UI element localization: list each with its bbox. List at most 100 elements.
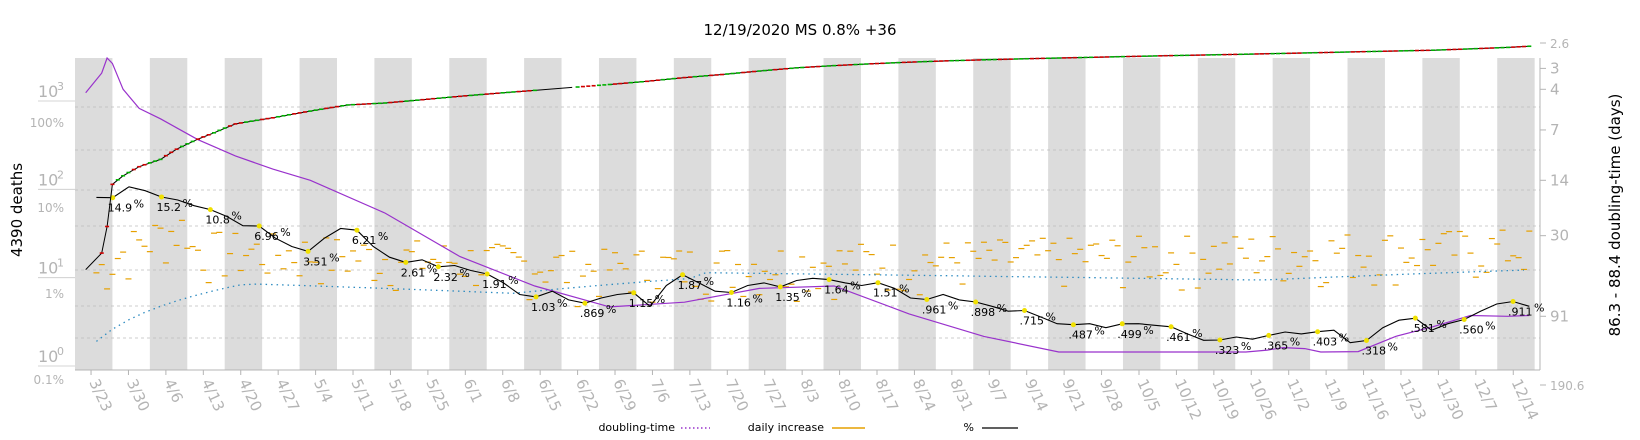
- x-tick-label: 5/25: [422, 376, 453, 414]
- x-tick-label: 8/17: [871, 376, 902, 414]
- percent-sign: %: [231, 210, 241, 223]
- legend-daily-label: daily increase: [748, 421, 824, 434]
- legend-percent-label: %: [964, 421, 974, 434]
- percent-sign: %: [704, 275, 714, 288]
- percent-label: 1.87: [678, 279, 703, 292]
- x-tick-label: 10/12: [1171, 376, 1206, 423]
- percent-marker: [973, 299, 979, 305]
- y-left-tick-exponent: 0: [57, 345, 64, 358]
- percent-series: 14.9% 15.2 %10.8 %6.96 %3.51 %6.21 %2.61 %2.32%…: [96, 186, 1544, 358]
- percent-label: .323: [1215, 344, 1240, 357]
- percent-sign: %: [134, 198, 144, 211]
- percent-sign: %: [1485, 320, 1495, 333]
- percent-label: 6.21: [352, 234, 377, 247]
- percent-label: 1.64: [824, 284, 849, 297]
- percent-sign: %: [183, 197, 193, 210]
- percent-label: .869: [580, 307, 605, 320]
- percent-sign: %: [1241, 340, 1251, 353]
- x-tick-label: 7/6: [647, 376, 674, 405]
- percent-marker: [435, 264, 441, 270]
- percent-sign: %: [329, 251, 339, 264]
- y-left-tick-label: 10: [38, 259, 58, 278]
- percent-label: 2.61: [401, 266, 426, 279]
- y-right-tick-label: 91: [1550, 307, 1569, 325]
- week-band: [299, 58, 337, 370]
- percent-sign: %: [655, 293, 665, 306]
- week-band: [224, 58, 263, 370]
- plot-background: [75, 58, 1540, 370]
- percent-label: .318: [1361, 345, 1386, 358]
- percent-sign: %: [280, 226, 290, 239]
- x-tick-label: 10/19: [1208, 376, 1243, 423]
- week-band: [898, 58, 936, 370]
- percent-marker: [728, 289, 734, 295]
- percent-sign: %: [1387, 341, 1397, 354]
- legend-doubling-label: doubling-time: [598, 421, 675, 434]
- x-tick-label: 3/23: [85, 376, 116, 414]
- percent-marker: [1510, 298, 1516, 304]
- x-tick-label: 11/2: [1283, 376, 1314, 414]
- week-band: [1497, 58, 1535, 370]
- percent-marker: [533, 294, 539, 300]
- percent-label: 1.03: [531, 301, 556, 314]
- x-tick-label: 12/14: [1508, 376, 1543, 423]
- percent-marker: [256, 223, 262, 229]
- week-band: [449, 58, 487, 370]
- x-tick-label: 6/29: [609, 376, 640, 414]
- percent-marker: [1168, 324, 1174, 330]
- x-tick-label: 11/30: [1433, 376, 1468, 423]
- percent-marker: [582, 300, 588, 306]
- x-tick-label: 5/11: [347, 376, 378, 414]
- percent-label: 1.51: [873, 287, 898, 300]
- percent-marker: [159, 194, 165, 200]
- grid-lines: [75, 106, 1540, 339]
- percent-sign: %: [427, 262, 437, 275]
- percent-label: .403: [1313, 336, 1338, 349]
- x-tick-label: 4/13: [198, 376, 229, 414]
- percent-label: 6.96: [254, 230, 278, 243]
- percent-marker: [110, 195, 116, 201]
- x-tick-label: 4/6: [160, 376, 187, 405]
- y-right-tick-label: 30: [1550, 227, 1569, 245]
- percent-label: 1.35: [775, 291, 800, 304]
- percent-marker: [875, 280, 881, 286]
- y-left-tick-exponent: 3: [57, 80, 64, 93]
- x-tick-label: 9/28: [1096, 376, 1127, 414]
- percent-line: [96, 186, 1530, 344]
- y-percent-tick-label: 1%: [45, 287, 64, 301]
- percent-sign: %: [801, 287, 811, 300]
- y-left-tick-label: 10: [38, 170, 58, 189]
- percent-marker: [354, 227, 360, 233]
- y-right-tick-label: 2.6: [1550, 37, 1569, 51]
- y-left-tick-label: 10: [38, 347, 58, 366]
- x-tick-label: 8/3: [797, 376, 824, 405]
- x-tick-label: 8/31: [946, 376, 977, 414]
- y-axis-right-label: 86.3 - 88.4 doubling-time (days): [1606, 94, 1624, 337]
- percent-sign: %: [948, 299, 958, 312]
- percent-label: 3.51: [303, 255, 328, 268]
- week-band: [524, 58, 562, 370]
- percent-label: .961: [922, 303, 947, 316]
- x-tick-label: 6/15: [535, 376, 566, 414]
- x-tick-label: 11/23: [1395, 376, 1430, 423]
- percent-marker: [305, 248, 311, 254]
- percent-label: .461: [1166, 331, 1191, 344]
- percent-sign: %: [752, 292, 762, 305]
- percent-label: .365: [1264, 339, 1289, 352]
- doubling-time-series: [85, 56, 1530, 353]
- percent-label: 1.91: [482, 278, 507, 291]
- x-tick-label: 3/30: [123, 376, 154, 414]
- percent-label: .911: [1508, 305, 1533, 318]
- percent-sign: %: [1339, 332, 1349, 345]
- week-band: [598, 58, 637, 370]
- x-tick-label: 7/20: [722, 376, 753, 414]
- percent-marker: [1119, 321, 1125, 327]
- x-tick-label: 10/26: [1246, 376, 1281, 423]
- week-band: [748, 58, 787, 370]
- week-band: [1197, 58, 1236, 370]
- percent-marker: [484, 271, 490, 277]
- percent-sign: %: [459, 267, 469, 280]
- percent-marker: [1217, 337, 1223, 343]
